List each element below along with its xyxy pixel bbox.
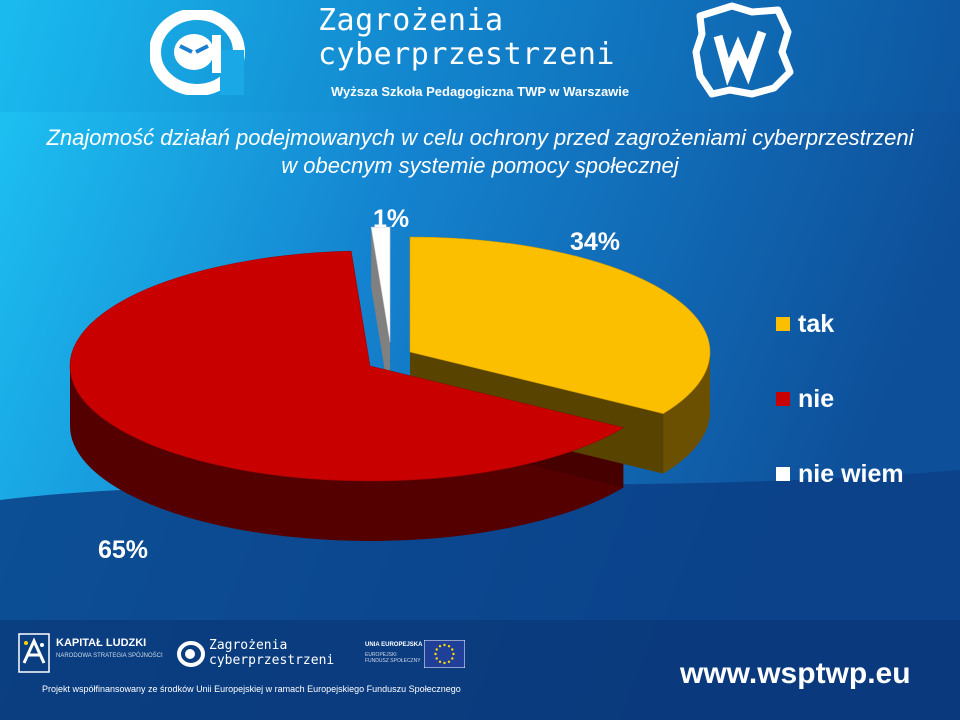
eu-subtitle-line1: EUROPEJSKI xyxy=(365,652,397,658)
pie-slice-face-nie-wiem-0 xyxy=(371,227,390,402)
eu-star-icon xyxy=(435,657,438,660)
header-title: Zagrożenia cyberprzestrzeni xyxy=(318,4,615,72)
legend-swatch-nie-wiem xyxy=(776,467,790,481)
chart-title: Znajomość działań podejmowanych w celu o… xyxy=(46,125,914,178)
legend-label-tak: tak xyxy=(798,310,835,338)
header-title-line1: Zagrożenia xyxy=(318,3,504,38)
eu-star-icon xyxy=(447,645,451,648)
pie-slice-tak xyxy=(409,236,711,414)
footer-project-logo: Zagrożenia cyberprzestrzeni xyxy=(176,638,352,672)
eu-star-icon xyxy=(443,661,446,665)
footer-project-line1: Zagrożenia xyxy=(209,638,288,653)
legend-swatch-tak xyxy=(776,317,790,331)
footer-project-line2: cyberprzestrzeni xyxy=(209,653,335,668)
eu-star-icon xyxy=(443,643,446,647)
eu-star-icon xyxy=(447,660,451,663)
footer-project-name: Zagrożenia cyberprzestrzeni xyxy=(209,638,334,668)
eu-subtitle-line2: FUNDUSZ SPOŁECZNY xyxy=(365,658,421,664)
footer-at-sign-icon xyxy=(177,641,205,667)
kapital-ludzki-subtitle: NARODOWA STRATEGIA SPÓJNOŚCI xyxy=(56,653,163,659)
pie-slice-side-tak xyxy=(663,352,710,474)
legend-item-tak: tak xyxy=(776,310,834,339)
legend-item-nie: nie xyxy=(776,385,834,414)
website-url: www.wsptwp.eu xyxy=(680,657,911,690)
pie-slice-side-nie xyxy=(70,366,624,541)
legend-label-nie-wiem: nie wiem xyxy=(798,460,904,488)
eu-star-icon xyxy=(452,652,455,656)
at-sign-icon xyxy=(150,10,245,95)
eu-title: UNIA EUROPEJSKA xyxy=(365,642,423,648)
slice-label-nie: 65% xyxy=(98,536,149,564)
kapital-ludzki-title: KAPITAŁ LUDZKI xyxy=(56,637,147,649)
pie-slice-nie xyxy=(69,250,625,482)
eu-star-icon xyxy=(451,648,454,651)
slice-label-nie-wiem: 1% xyxy=(373,205,410,233)
twp-poland-map-icon xyxy=(692,2,794,98)
eu-flag-icon xyxy=(424,640,465,668)
pie-slice-nie-wiem xyxy=(370,226,391,343)
legend-swatch-nie xyxy=(776,392,790,406)
kapital-ludzki-logo: KAPITAŁ LUDZKI NARODOWA STRATEGIA SPÓJNO… xyxy=(18,633,163,677)
header-subtitle: Wyższa Szkoła Pedagogiczna TWP w Warszaw… xyxy=(331,84,630,99)
eu-subtitle: EUROPEJSKI FUNDUSZ SPOŁECZNY xyxy=(365,652,421,664)
eu-star-icon xyxy=(451,657,454,660)
slice-label-tak: 34% xyxy=(570,228,621,256)
eu-star-icon xyxy=(438,660,442,663)
eu-logo: UNIA EUROPEJSKA EUROPEJSKI FUNDUSZ SPOŁE… xyxy=(365,640,467,672)
eu-star-icon xyxy=(434,652,437,656)
legend-label-nie: nie xyxy=(798,385,835,413)
header-title-line2: cyberprzestrzeni xyxy=(318,37,615,72)
eu-star-icon xyxy=(435,648,438,651)
legend-item-nie-wiem: nie wiem xyxy=(776,460,904,489)
kapital-ludzki-icon xyxy=(18,633,50,673)
eu-star-icon xyxy=(438,645,442,648)
funding-note: Projekt współfinansowany ze środków Unii… xyxy=(42,684,461,694)
